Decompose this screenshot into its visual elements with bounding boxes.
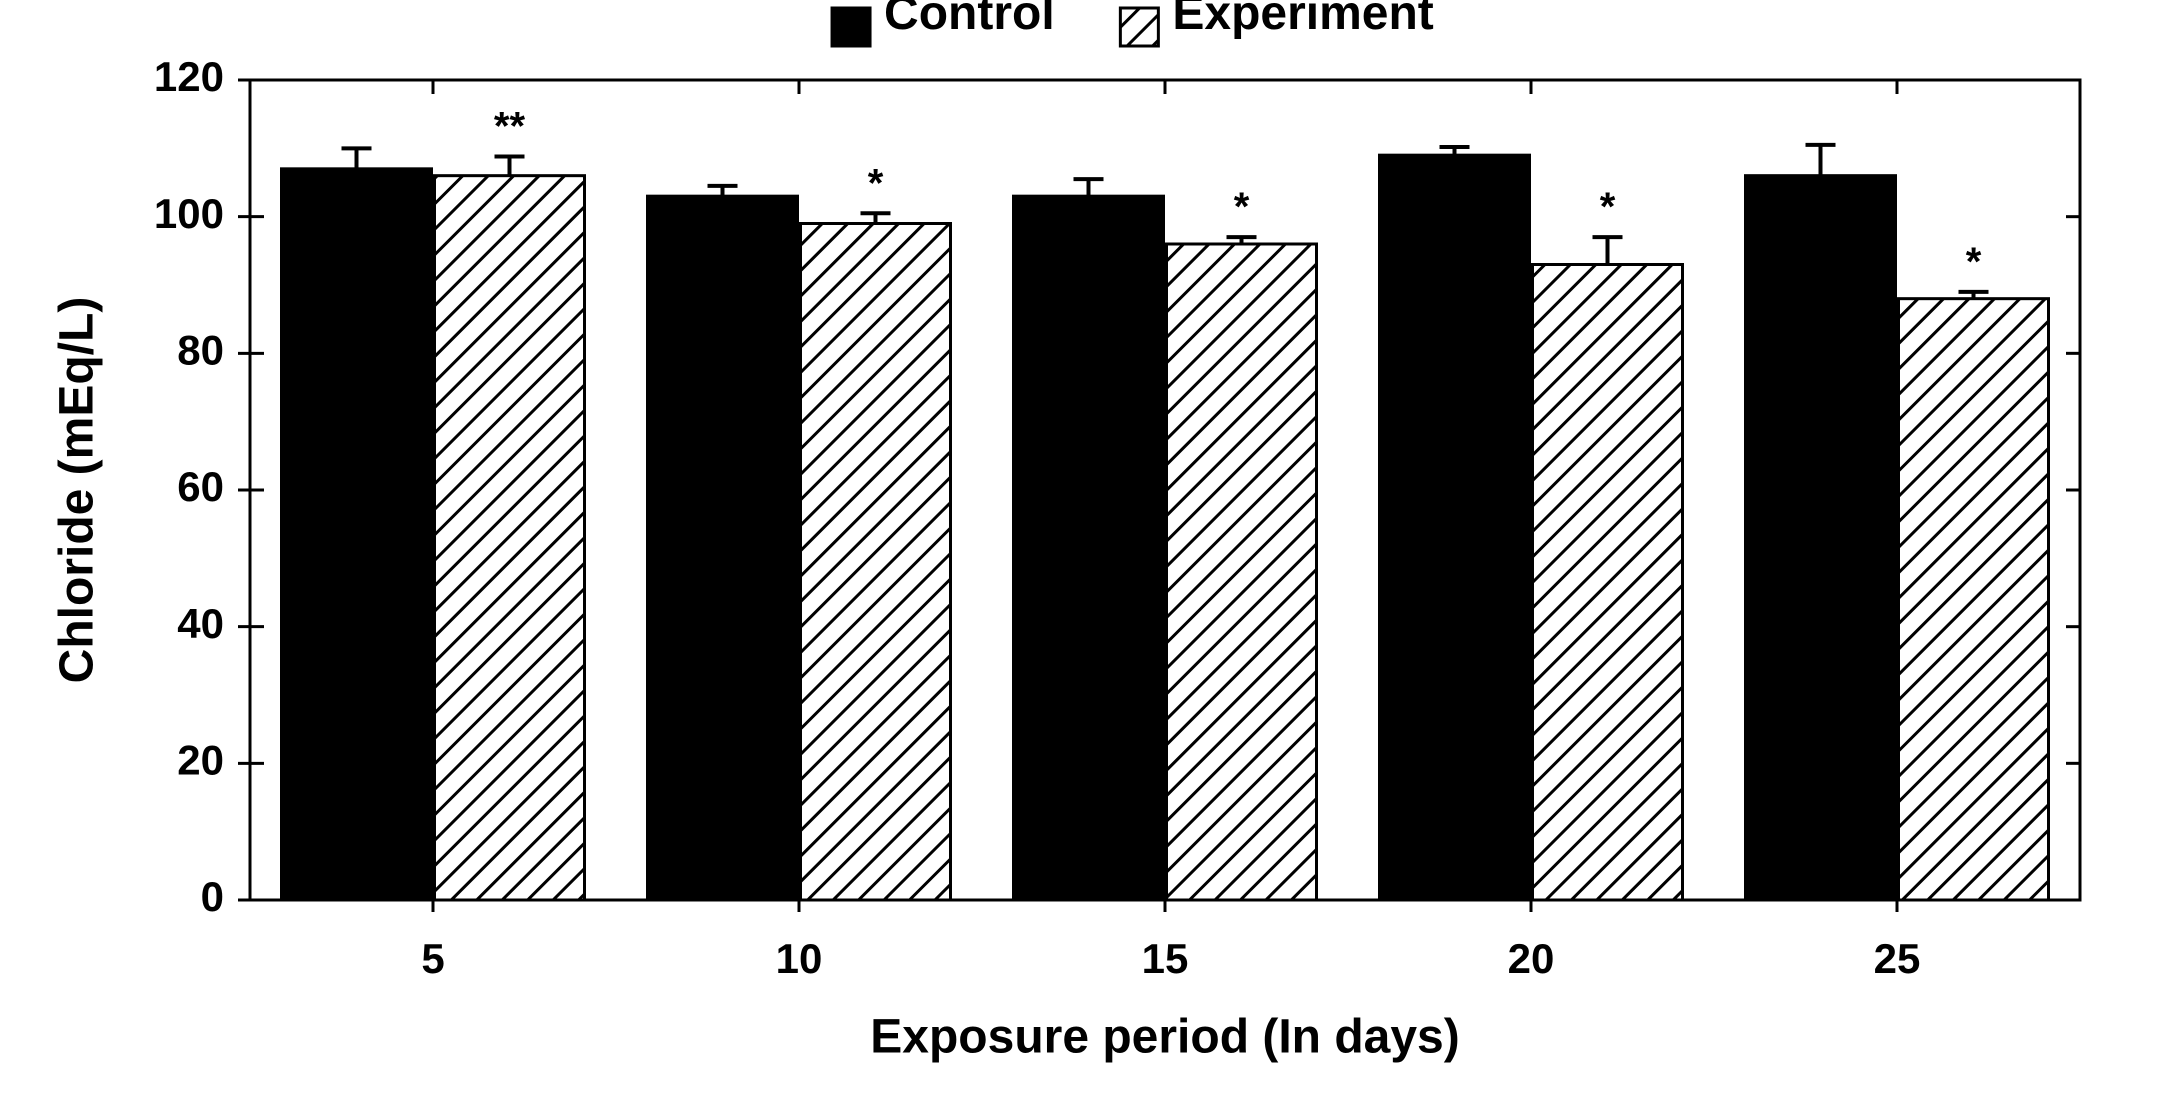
chart-svg: 0 20 40 60 80 100 120 Chloride (mEq/L) 5 10 15 20 25… xyxy=(0,0,2161,1095)
y-axis-label: Chloride (mEq/L) xyxy=(51,297,104,684)
bar-control xyxy=(1746,176,1896,900)
legend-label: Experiment xyxy=(1172,0,1433,40)
x-tick-label: 25 xyxy=(1874,935,1921,982)
chart-container: 0 20 40 60 80 100 120 Chloride (mEq/L) 5 10 15 20 25… xyxy=(0,0,2161,1095)
y-tick-label: 120 xyxy=(154,53,224,100)
x-tick-label: 20 xyxy=(1508,935,1555,982)
legend: Control Experiment xyxy=(832,0,1434,46)
y-tick-label: 100 xyxy=(154,190,224,237)
legend-label: Control xyxy=(884,0,1055,40)
bar-control xyxy=(282,169,432,900)
bar-control xyxy=(1380,155,1530,900)
bar-experiment xyxy=(1899,299,2049,900)
bar-experiment xyxy=(801,224,951,901)
y-tick-label: 60 xyxy=(177,463,224,510)
x-tick-label: 15 xyxy=(1142,935,1189,982)
x-tick-label: 10 xyxy=(776,935,823,982)
bar-experiment xyxy=(435,176,585,900)
significance-annotation: ** xyxy=(494,105,526,149)
y-tick-label: 20 xyxy=(177,736,224,783)
bar-control xyxy=(1014,196,1164,900)
legend-swatch-control xyxy=(832,8,870,46)
significance-annotation: * xyxy=(1234,185,1250,229)
legend-swatch-experiment xyxy=(1120,8,1158,46)
y-tick-label: 80 xyxy=(177,326,224,373)
significance-annotation: * xyxy=(1600,185,1616,229)
x-tick-label: 5 xyxy=(421,935,444,982)
bar-control xyxy=(648,196,798,900)
y-tick-label: 0 xyxy=(201,873,224,920)
x-axis-label: Exposure period (In days) xyxy=(870,1011,1459,1064)
significance-annotation: * xyxy=(1966,240,1982,284)
y-tick-label: 40 xyxy=(177,600,224,647)
bar-experiment xyxy=(1167,244,1317,900)
bar-experiment xyxy=(1533,265,1683,901)
significance-annotation: * xyxy=(868,161,884,205)
